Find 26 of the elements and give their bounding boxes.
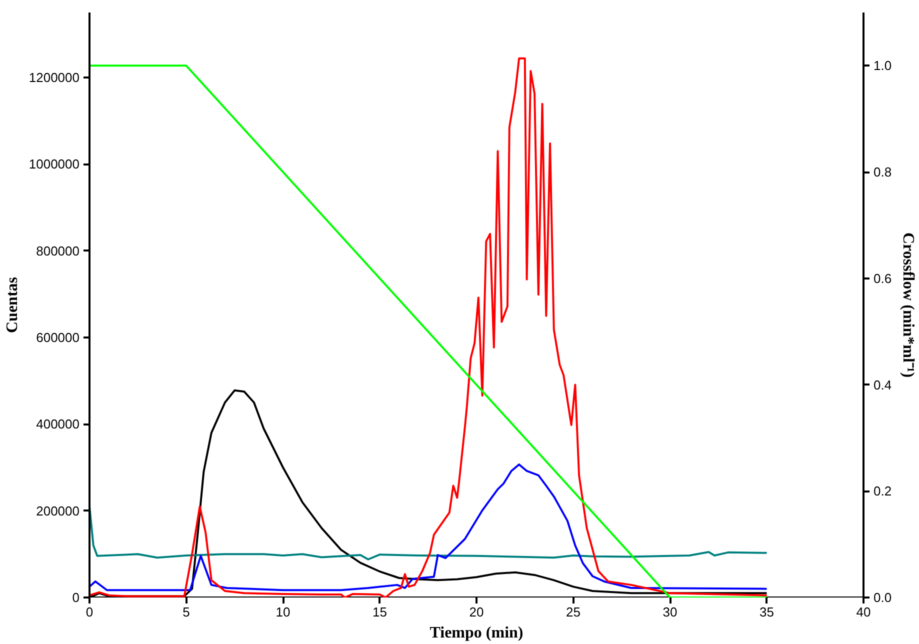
y-tick-label: 600000 xyxy=(36,330,80,345)
y-tick-label: 1000000 xyxy=(28,156,80,172)
y-tick-label: 200000 xyxy=(36,503,80,518)
x-tick-label: 25 xyxy=(566,604,580,620)
x-tick-label: 30 xyxy=(662,604,678,620)
y-tick-label: 800000 xyxy=(36,243,80,258)
y2-tick-label: 0.4 xyxy=(874,377,892,392)
x-tick-label: 5 xyxy=(182,604,190,620)
x-tick-label: 40 xyxy=(856,604,871,620)
y-tick-label: 400000 xyxy=(36,416,80,432)
x-tick-label: 15 xyxy=(372,604,387,620)
y-axis-title: Cuentas xyxy=(4,276,21,334)
x-tick-label: 20 xyxy=(469,604,484,620)
x-tick-label: 0 xyxy=(86,604,94,620)
y-tick-label: 1200000 xyxy=(28,70,80,85)
line-series xyxy=(90,463,768,592)
y2-tick-label: 0.8 xyxy=(874,164,892,180)
y-tick-label: 0 xyxy=(72,590,80,605)
x-tick-label: 35 xyxy=(760,604,774,620)
y2-axis-title: Crossflow (min*ml⁻¹) xyxy=(900,232,917,378)
x-tick-label: 10 xyxy=(276,604,290,620)
y2-tick-label: 0.0 xyxy=(874,590,892,605)
x-axis-title: Tiempo (min) xyxy=(430,624,524,642)
y2-tick-label: 1.0 xyxy=(874,58,892,74)
y2-tick-label: 0.6 xyxy=(874,270,892,286)
y2-tick-label: 0.2 xyxy=(874,484,892,499)
